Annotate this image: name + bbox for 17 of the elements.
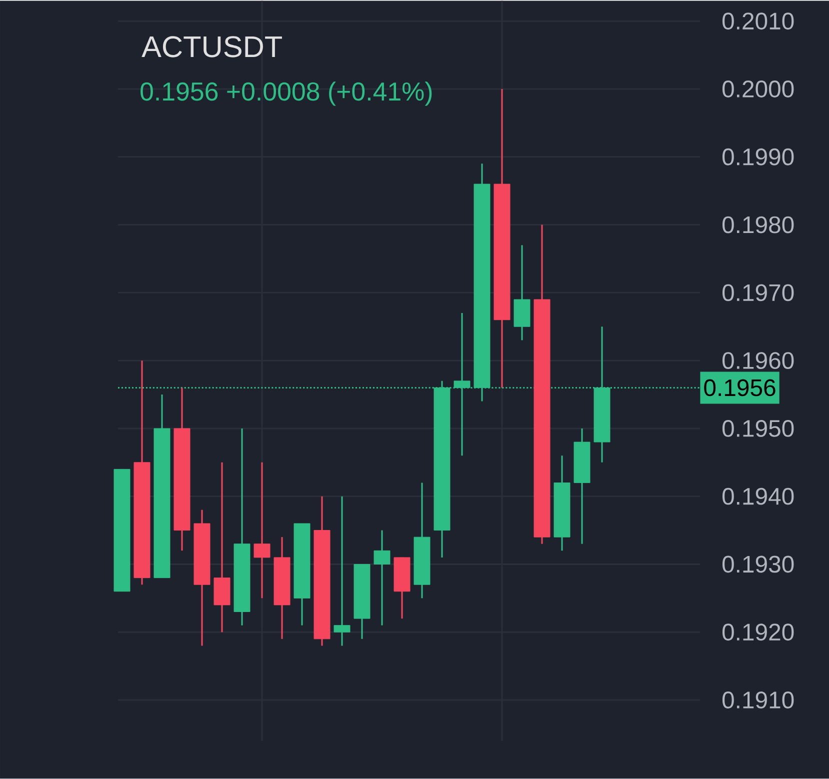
y-tick-label: 0.1960 — [722, 352, 794, 370]
candlestick — [334, 496, 350, 647]
candlestick — [374, 530, 390, 626]
text: ACTUSDT — [142, 36, 282, 58]
candlestick — [254, 462, 270, 600]
y-tick-label: 0.1970 — [722, 284, 794, 302]
y-tick-label: 0.1920 — [722, 624, 794, 641]
y-tick-label: 0.2000 — [722, 80, 794, 98]
y-tick-label: 0.1910 — [722, 692, 794, 709]
text: 0.1956 +0.0008 (+0.41%) — [140, 82, 432, 106]
ref-line-label: 0.1956 — [704, 379, 776, 396]
y-tick-label: 0.1980 — [722, 216, 794, 234]
y-tick-label: 0.1990 — [722, 148, 794, 166]
y-tick-label: 0.1950 — [722, 420, 794, 438]
y-tick-label: 0.1940 — [722, 488, 794, 505]
y-tick-label: 0.2010 — [722, 12, 794, 30]
y-tick-label: 0.1930 — [722, 556, 794, 573]
